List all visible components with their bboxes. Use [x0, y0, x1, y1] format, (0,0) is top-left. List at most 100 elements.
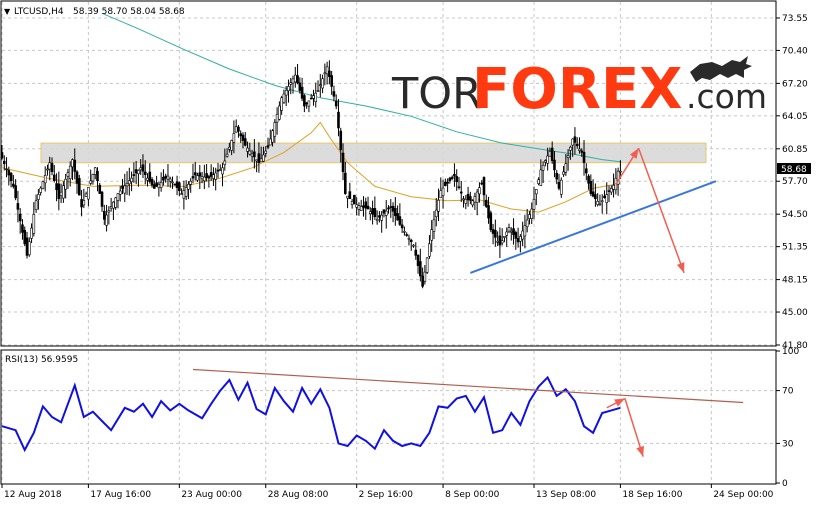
- candle-body: [155, 182, 158, 187]
- candle-body: [434, 209, 438, 218]
- candle-body: [27, 241, 31, 256]
- candle-body: [330, 75, 333, 87]
- candle-body: [14, 185, 17, 199]
- candle-body: [212, 174, 215, 179]
- time-tick-label: 8 Sep 00:00: [445, 490, 500, 500]
- candle-body: [473, 196, 477, 203]
- candle-body: [184, 187, 188, 197]
- candle-body: [75, 171, 79, 184]
- candle-body: [307, 100, 311, 107]
- candle-body: [421, 275, 424, 287]
- candle-body: [575, 143, 579, 146]
- candle-body: [569, 146, 572, 151]
- candle-body: [539, 169, 543, 186]
- candle-body: [466, 193, 470, 201]
- collapse-arrow-icon[interactable]: ▼: [4, 7, 11, 16]
- candle-body: [266, 145, 270, 148]
- support-trendline: [469, 180, 717, 274]
- candle-body: [384, 210, 388, 216]
- candle-body: [107, 210, 111, 213]
- candle-body: [471, 200, 474, 206]
- candle-body: [605, 194, 609, 203]
- candle-body: [350, 201, 354, 205]
- candle-body: [521, 230, 524, 240]
- candle-body: [546, 155, 549, 164]
- candle-body: [175, 181, 179, 189]
- candle-body: [93, 167, 97, 175]
- candle-body: [610, 188, 613, 193]
- resistance-zone: [40, 142, 707, 164]
- candle-body: [353, 194, 356, 205]
- candle-body: [137, 170, 140, 175]
- candle-body: [550, 147, 554, 161]
- candle-body: [132, 174, 136, 176]
- candle-body: [373, 208, 377, 218]
- candle-body: [603, 195, 606, 199]
- candle-body: [157, 184, 161, 189]
- rsi-grid: [1, 350, 780, 484]
- candle-body: [616, 170, 620, 185]
- candle-body: [403, 231, 406, 233]
- current-price-tag: [777, 163, 811, 174]
- candle-body: [337, 111, 340, 129]
- candle-body: [150, 179, 154, 186]
- candle-body: [571, 138, 574, 146]
- candle-body: [555, 172, 559, 180]
- candle-body: [271, 130, 274, 143]
- candle-body: [237, 126, 240, 132]
- candle-body: [205, 173, 208, 178]
- candle-body: [168, 178, 172, 182]
- time-tick-label: 24 Sep 00:00: [713, 490, 773, 500]
- time-tick-label: 23 Aug 00:00: [181, 490, 242, 500]
- candle-body: [18, 213, 22, 222]
- candle-body: [39, 187, 42, 193]
- candle-body: [116, 193, 120, 201]
- price-layer: [0, 12, 717, 289]
- candle-body: [441, 187, 445, 196]
- candle-body: [257, 153, 261, 163]
- candle-body: [387, 207, 390, 210]
- candle-body: [416, 254, 420, 266]
- candle-body: [182, 190, 186, 199]
- price-tick-label: 67.20: [782, 79, 808, 89]
- time-tick-label: 18 Sep 16:00: [622, 490, 682, 500]
- logo-forex: FOREX: [472, 57, 682, 122]
- candle-body: [100, 191, 104, 207]
- candle-body: [528, 214, 531, 219]
- candle-body: [480, 182, 484, 185]
- rsi-panel-frame: [0, 349, 777, 485]
- candle-body: [55, 183, 58, 191]
- candle-body: [534, 189, 538, 195]
- candle-body: [362, 205, 365, 208]
- candle-body: [259, 158, 263, 163]
- candle-body: [382, 209, 386, 214]
- forecast-arrow-down-head: [676, 262, 685, 273]
- candle-body: [582, 151, 586, 163]
- candle-body: [398, 216, 402, 225]
- candle-body: [59, 191, 63, 196]
- candle-body: [541, 164, 545, 171]
- candle-body: [241, 134, 245, 141]
- candle-body: [164, 175, 167, 179]
- ohlc-values: 58.39 58.70 58.04 58.68: [73, 7, 185, 17]
- candle-body: [0, 152, 4, 159]
- candle-body: [500, 240, 504, 244]
- candle-body: [578, 148, 581, 151]
- candle-body: [80, 199, 83, 208]
- candle-body: [2, 160, 6, 165]
- candle-body: [489, 212, 493, 230]
- candle-body: [232, 133, 236, 143]
- rsi-tick-label: 30: [782, 439, 794, 449]
- candle-body: [209, 172, 213, 177]
- candle-body: [507, 227, 511, 232]
- candle-body: [487, 205, 490, 219]
- logo-dotcom: .com: [686, 77, 767, 116]
- candle-body: [178, 182, 181, 191]
- candle-body: [357, 205, 361, 210]
- candle-body: [64, 178, 67, 190]
- candle-body: [469, 196, 472, 201]
- candle-body: [191, 176, 195, 179]
- price-tick-label: 57.70: [782, 177, 808, 187]
- candle-body: [123, 185, 127, 194]
